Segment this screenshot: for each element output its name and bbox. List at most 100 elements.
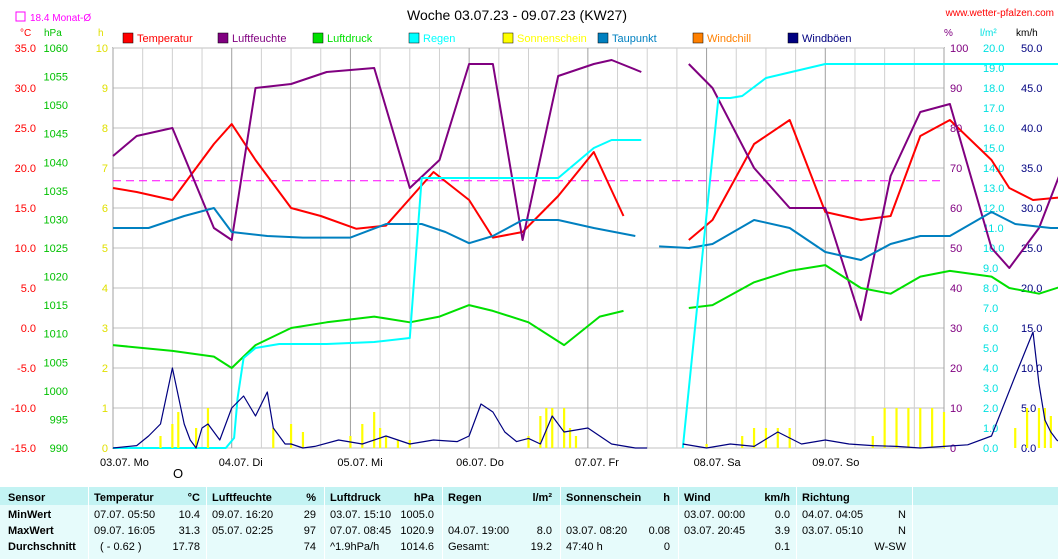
y-tick-rain: 2.0 [983,403,998,415]
wind-max-value: 3.9 [774,525,790,537]
x-tick-label: 06.07. Do [456,457,504,469]
x-tick-label: 04.07. Di [219,457,263,469]
stats-header-dir: Richtung [802,492,850,504]
y-tick-humidity: 0 [950,443,956,455]
stats-header-row [0,487,1058,505]
stats-header-wind-unit: km/h [764,492,790,504]
y-tick-pressure: 1055 [44,72,68,84]
unit-wind: km/h [1016,28,1038,39]
unit-pressure: hPa [44,28,62,39]
wind-min-value: 0.0 [774,509,790,521]
stats-header-rain-unit: l/m² [532,492,552,504]
legend-label: Luftfeuchte [232,33,286,45]
unit-humidity: % [944,28,953,39]
stats-row-avg: Durchschnitt [8,541,76,553]
x-tick-label: 03.07. Mo [100,457,149,469]
legend-swatch [597,32,609,44]
source-link[interactable]: www.wetter-pfalzen.com [945,8,1054,19]
stats-header-hum-unit: % [306,492,316,504]
y-tick-temp: 10.0 [15,243,36,255]
legend-label: Temperatur [137,33,193,45]
stats-header-sensor: Sensor [8,492,46,504]
y-tick-pressure: 1040 [44,157,68,169]
stats-column-separator [88,487,89,559]
y-tick-sun: 7 [102,163,108,175]
unit-rain: l/m² [980,28,997,39]
y-tick-pressure: 1000 [44,386,68,398]
y-tick-pressure: 1030 [44,214,68,226]
y-tick-rain: 13.0 [983,183,1004,195]
y-tick-rain: 8.0 [983,283,998,295]
rain-total-value: 19.2 [530,541,552,553]
y-tick-pressure: 1025 [44,243,68,255]
y-tick-temp: 25.0 [15,123,36,135]
hum-avg-value: 74 [303,541,316,553]
stats-column-separator [206,487,207,559]
y-tick-temp: -15.0 [11,443,36,455]
wind-max-time: 03.07. 20:45 [684,525,746,537]
y-tick-temp: 15.0 [15,203,36,215]
rain-max-time: 04.07. 19:00 [448,525,510,537]
press-min-value: 1005.0 [400,509,434,521]
y-tick-sun: 2 [102,363,108,375]
legend-swatch [692,32,704,44]
wind-min-time: 03.07. 00:00 [684,509,746,521]
y-tick-wind: 35.0 [1021,163,1042,175]
y-tick-wind: 45.0 [1021,83,1042,95]
stats-header-wind: Wind [684,492,711,504]
press-max-value: 1020.9 [400,525,434,537]
y-tick-rain: 19.0 [983,63,1004,75]
y-tick-pressure: 1005 [44,357,68,369]
y-tick-pressure: 1060 [44,43,68,55]
temp-max-value: 31.3 [178,525,200,537]
sun-avg-value: 0 [663,541,670,553]
legend-label: Luftdruck [327,33,373,45]
y-tick-temp: 30.0 [15,83,36,95]
rain-total-label: Gesamt: [448,541,490,553]
y-tick-sun: 6 [102,203,108,215]
y-tick-humidity: 60 [950,203,962,215]
y-tick-humidity: 30 [950,323,962,335]
press-trend: ^1.9hPa/h [330,541,380,553]
press-min-time: 03.07. 15:10 [330,509,392,521]
y-tick-sun: 4 [102,283,108,295]
y-tick-pressure: 1010 [44,329,68,341]
stats-header-hum: Luftfeuchte [212,492,272,504]
series-luftdruck [112,264,1058,369]
y-tick-temp: 5.0 [21,283,36,295]
dir-min-value: N [898,509,906,521]
rain-max-value: 8.0 [536,525,552,537]
y-tick-pressure: 1020 [44,272,68,284]
stats-column-separator [442,487,443,559]
y-tick-pressure: 995 [50,414,68,426]
stats-row-min: MinWert [8,509,52,521]
y-tick-pressure: 990 [50,443,68,455]
x-tick-label: 05.07. Mi [337,457,382,469]
hum-max-time: 05.07. 02:25 [212,525,274,537]
temp-avg-value: 17.78 [172,541,200,553]
press-avg-value: 1014.6 [400,541,434,553]
y-tick-wind: 40.0 [1021,123,1042,135]
legend-label: Regen [423,33,455,45]
y-tick-rain: 5.0 [983,343,998,355]
y-tick-sun: 10 [96,43,108,55]
y-tick-wind: 0.0 [1021,443,1036,455]
stats-header-temp-unit: °C [187,492,200,504]
legend-label: Sonnenschein [517,33,587,45]
y-tick-sun: 8 [102,123,108,135]
y-tick-pressure: 1050 [44,100,68,112]
legend-label: Windchill [707,33,751,45]
sun-total: 47:40 h [566,541,603,553]
legend-swatch [408,32,420,44]
series-taupunkt [113,207,1058,261]
y-tick-rain: 12.0 [983,203,1004,215]
y-tick-rain: 20.0 [983,43,1004,55]
y-tick-pressure: 1045 [44,129,68,141]
y-tick-temp: 0.0 [21,323,36,335]
stats-header-press: Luftdruck [330,492,381,504]
y-tick-sun: 1 [102,403,108,415]
y-tick-rain: 16.0 [983,123,1004,135]
y-tick-humidity: 40 [950,283,962,295]
y-tick-temp: 20.0 [15,163,36,175]
sun-max-value: 0.08 [648,525,670,537]
